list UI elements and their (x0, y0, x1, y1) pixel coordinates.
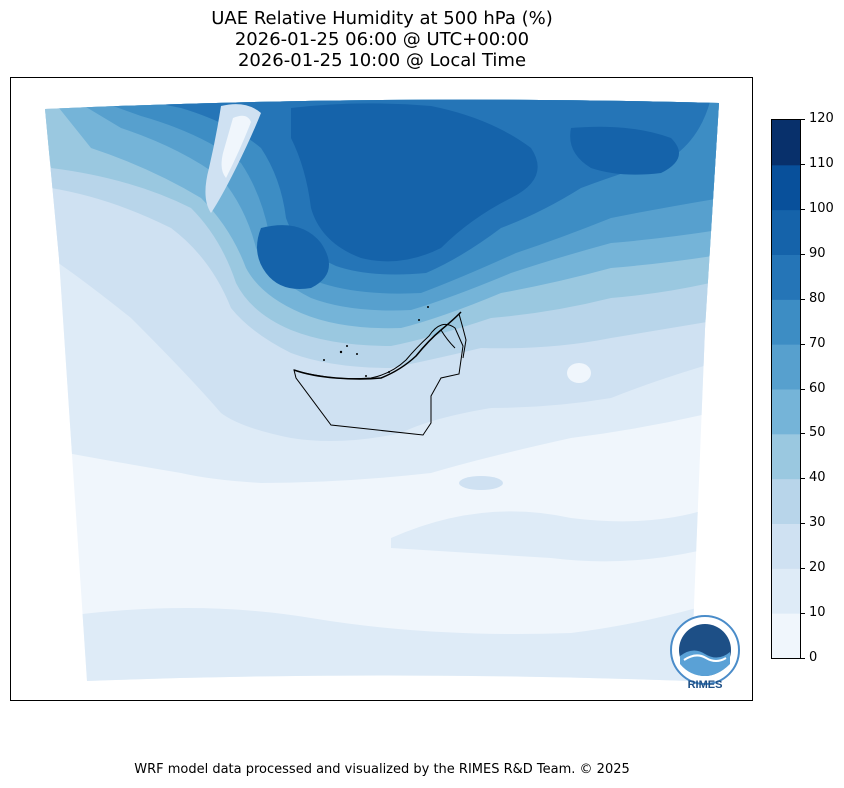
colorbar-tick: 10 (801, 605, 843, 621)
humidity-band-90-100-east (570, 126, 679, 175)
colorbar-swatch (772, 120, 800, 166)
colorbar-tick-mark (801, 478, 805, 480)
colorbar-swatch (772, 433, 800, 480)
colorbar-tick-label: 80 (809, 290, 826, 306)
colorbar-tick-label: 90 (809, 245, 826, 261)
colorbar-tick-label: 110 (809, 155, 834, 171)
colorbar-tick-mark (801, 658, 805, 659)
colorbar-tick: 50 (801, 425, 843, 441)
islands (323, 306, 429, 377)
humidity-band-10-20-south (51, 598, 719, 681)
colorbar-tick-mark (801, 253, 805, 255)
colorbar-tick: 110 (801, 155, 843, 171)
colorbar-tick-label: 10 (809, 605, 826, 621)
colorbar-tick-mark (801, 523, 805, 525)
colorbar-tick-label: 70 (809, 335, 826, 351)
humidity-band-90-100-west (257, 225, 329, 289)
colorbar-tick: 0 (801, 650, 843, 665)
footer-credit: WRF model data processed and visualized … (134, 762, 630, 777)
colorbar-tick-label: 30 (809, 515, 826, 531)
title-line-1: UAE Relative Humidity at 500 hPa (%) (211, 8, 553, 29)
colorbar-tick-label: 0 (809, 650, 818, 665)
colorbar-tick-mark (801, 613, 805, 615)
dry-pocket (567, 363, 591, 383)
colorbar (771, 119, 801, 659)
colorbar-swatch (772, 344, 800, 390)
colorbar-tick: 80 (801, 290, 843, 306)
uae-coastline (293, 311, 462, 380)
colorbar-tick-mark (801, 119, 805, 120)
colorbar-tick-label: 20 (809, 560, 826, 576)
colorbar-swatches (772, 120, 800, 659)
rimes-logo: RIMES (666, 612, 744, 692)
map-panel (10, 77, 753, 701)
colorbar-tick-label: 100 (809, 200, 834, 216)
colorbar-tick: 20 (801, 560, 843, 576)
map-title: UAE Relative Humidity at 500 hPa (%) 202… (0, 8, 764, 71)
colorbar-tick-mark (801, 388, 805, 390)
humidity-map (45, 99, 719, 681)
colorbar-tick: 70 (801, 335, 843, 351)
colorbar-ticks: 0 10 20 30 40 50 60 70 80 90 100 110 120 (801, 111, 843, 665)
colorbar-tick: 100 (801, 200, 843, 216)
colorbar-tick-mark (801, 163, 805, 165)
colorbar-tick-label: 60 (809, 380, 826, 396)
colorbar-tick-label: 40 (809, 470, 826, 486)
colorbar-tick: 40 (801, 470, 843, 486)
colorbar-swatch (772, 209, 800, 255)
colorbar-swatch (772, 568, 800, 614)
oman-peninsula (440, 313, 467, 359)
colorbar-tick-label: 120 (809, 111, 834, 126)
colorbar-swatch (772, 299, 800, 345)
title-line-2: 2026-01-25 06:00 @ UTC+00:00 (234, 29, 530, 50)
dry-streak-tip (221, 115, 251, 178)
colorbar-swatch (772, 523, 800, 569)
colorbar-tick-mark (801, 298, 805, 300)
colorbar-tick: 120 (801, 111, 843, 126)
colorbar-swatch (772, 254, 800, 300)
humidity-band-90-100 (291, 103, 538, 262)
colorbar-swatch (772, 613, 800, 659)
colorbar-tick-mark (801, 208, 805, 210)
colorbar-tick-label: 50 (809, 425, 826, 441)
colorbar-swatch (772, 164, 800, 211)
logo-wordmark: RIMES (688, 679, 723, 691)
moist-pocket (459, 476, 503, 490)
colorbar-swatch (772, 389, 800, 435)
title-line-3: 2026-01-25 10:00 @ Local Time (237, 50, 527, 71)
colorbar-tick-mark (801, 343, 805, 345)
colorbar-swatch (772, 478, 800, 524)
colorbar-tick-mark (801, 433, 805, 435)
colorbar-tick: 60 (801, 380, 843, 396)
humidity-band-10-20-mid (391, 508, 711, 562)
colorbar-tick: 90 (801, 245, 843, 261)
colorbar-tick-mark (801, 568, 805, 570)
colorbar-tick: 30 (801, 515, 843, 531)
